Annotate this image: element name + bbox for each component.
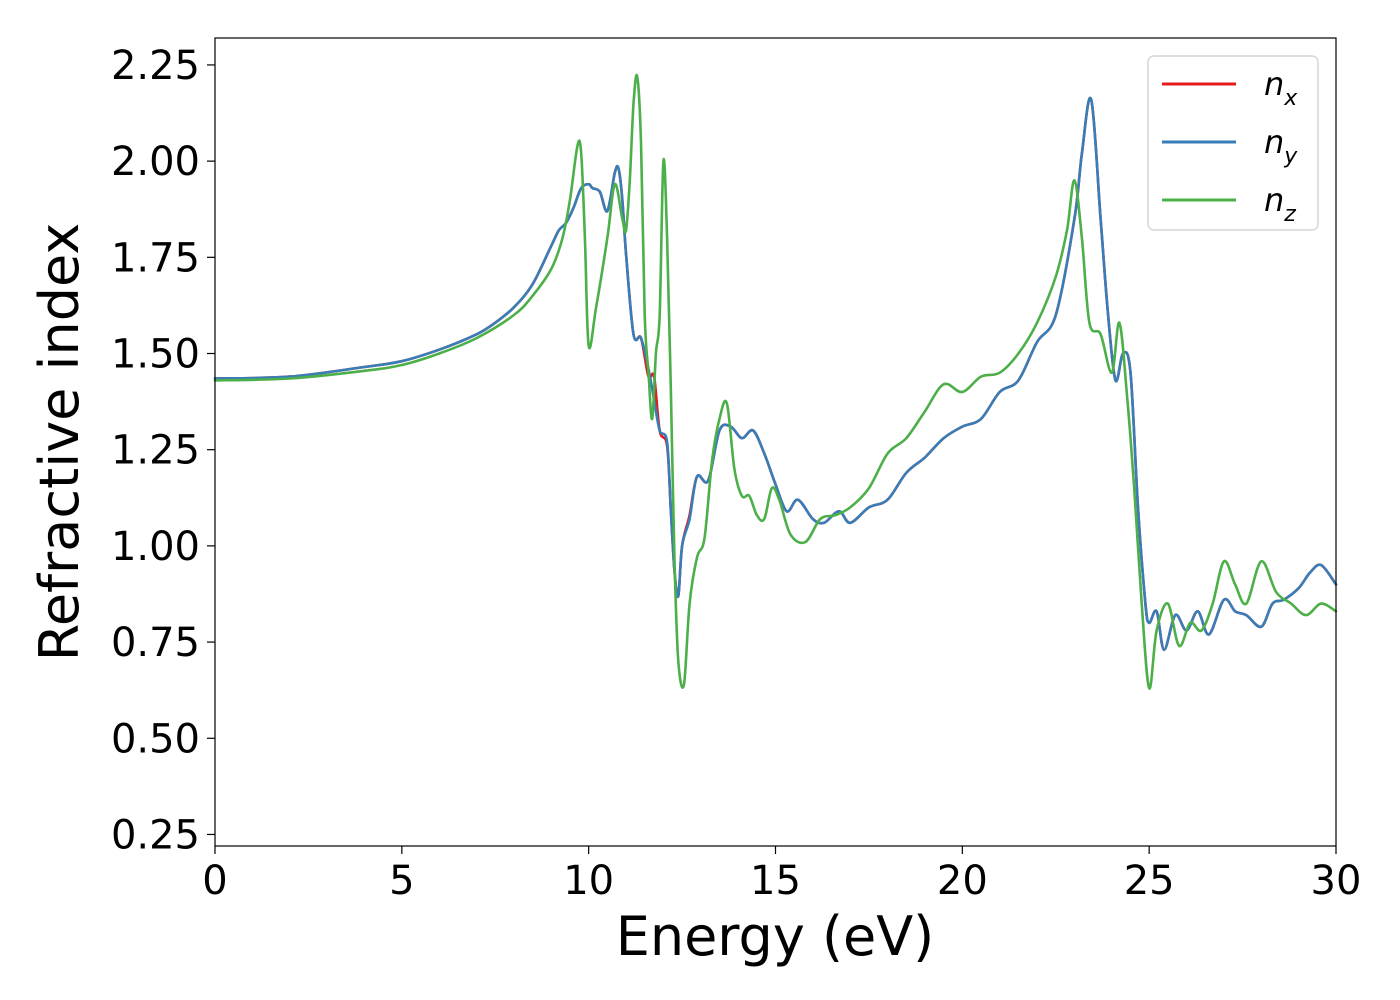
y-tick-label: 1.00: [111, 524, 200, 570]
x-tick-label: 5: [389, 858, 414, 904]
y-tick-label: 2.00: [111, 139, 200, 185]
legend-label-z: nz: [1264, 181, 1296, 227]
y-tick-label: 1.25: [111, 428, 200, 474]
legend-label-base: n: [1264, 181, 1284, 219]
x-tick-label: 10: [563, 858, 614, 904]
y-tick-label: 0.50: [111, 716, 200, 762]
x-tick-label: 0: [202, 858, 227, 904]
series-line-z: [213, 73, 1338, 690]
x-tick-label: 30: [1311, 858, 1362, 904]
x-axis: 0 5 10 15 20 25 30: [202, 846, 1361, 904]
x-axis-title: Energy (eV): [616, 905, 935, 968]
x-tick-label: 20: [937, 858, 988, 904]
y-axis-title: Refractive index: [28, 223, 91, 662]
y-axis: 0.25 0.50 0.75 1.00 1.25 1.50 1.75 2.00 2.25: [111, 43, 215, 858]
x-tick-label: 15: [750, 858, 801, 904]
series-line-y: [213, 96, 1338, 652]
legend-label-y: ny: [1264, 123, 1298, 169]
y-tick-label: 2.25: [111, 43, 200, 89]
y-tick-label: 1.75: [111, 235, 200, 281]
y-tick-label: 1.50: [111, 332, 200, 378]
legend-label-x: nx: [1264, 65, 1298, 111]
legend-label-subscript: y: [1283, 144, 1298, 169]
y-tick-label: 0.25: [111, 812, 200, 858]
legend-label-subscript: x: [1283, 86, 1298, 111]
x-tick-label: 25: [1124, 858, 1175, 904]
y-tick-label: 0.75: [111, 620, 200, 666]
legend-label-base: n: [1264, 65, 1284, 103]
series-layer: [213, 73, 1338, 690]
legend-label-base: n: [1264, 123, 1284, 161]
legend-label-subscript: z: [1283, 202, 1296, 227]
